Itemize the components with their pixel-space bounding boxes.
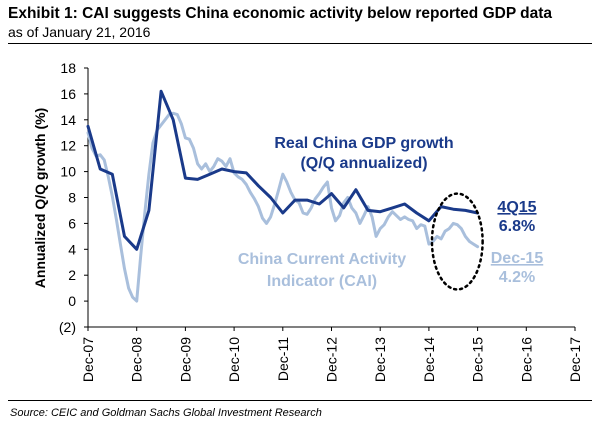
y-tick-label-8: 14 (60, 112, 76, 128)
x-tick-label-10: Dec-17 (567, 337, 583, 382)
cai-line (86, 111, 480, 303)
exhibit-title: Exhibit 1: CAI suggests China economic a… (8, 5, 553, 22)
highlight-ellipse (430, 192, 484, 291)
y-tick-label-4: 6 (68, 215, 76, 231)
gdp-series-label-line2: (Q/Q annualized) (300, 155, 427, 172)
cai-latest-period-label: Dec-15 (491, 250, 544, 267)
top-rule (8, 43, 592, 44)
cai-series-label-line2: Indicator (CAI) (267, 273, 377, 290)
axes: (2) 0 2 4 6 8 10 12 14 16 18 Dec-07 Dec-08 Dec-09 Dec-… (59, 60, 583, 382)
bottom-rule (8, 400, 592, 401)
x-tick-label-2: Dec-09 (177, 337, 193, 382)
x-tick-label-7: Dec-14 (421, 337, 437, 382)
y-tick-label-2: 2 (68, 267, 76, 283)
y-tick-label-3: 4 (68, 241, 76, 257)
gdp-line (86, 89, 480, 251)
cai-series-label-line1: China Current Activity (238, 251, 406, 268)
x-tick-label-5: Dec-12 (324, 337, 340, 382)
y-axis-label: Annualized Q/Q growth (%) (32, 108, 48, 288)
series-lines (86, 89, 484, 303)
exhibit-subtitle: as of January 21, 2016 (8, 24, 151, 40)
annotations: Real China GDP growth (Q/Q annualized) C… (32, 108, 543, 290)
x-tick-label-9: Dec-16 (518, 337, 534, 382)
gdp-latest-period-label: 4Q15 (497, 199, 536, 216)
y-tick-label-0: (2) (59, 319, 76, 335)
x-tick-label-4: Dec-11 (275, 337, 291, 381)
y-tick-label-6: 10 (60, 164, 76, 180)
x-tick-label-0: Dec-07 (80, 337, 96, 382)
y-tick-label-10: 18 (60, 60, 76, 76)
y-tick-label-9: 16 (60, 86, 76, 102)
y-tick-label-7: 12 (60, 138, 76, 154)
x-tick-label-3: Dec-10 (226, 337, 242, 382)
x-tick-label-6: Dec-13 (372, 337, 388, 382)
y-tick-label-1: 0 (68, 293, 76, 309)
x-tick-label-8: Dec-15 (470, 337, 486, 382)
gdp-latest-value-label: 6.8% (499, 218, 535, 235)
x-tick-label-1: Dec-08 (129, 337, 145, 382)
gdp-series-label-line1: Real China GDP growth (274, 135, 453, 152)
source-note: Source: CEIC and Goldman Sachs Global In… (10, 407, 322, 419)
y-tick-label-5: 8 (68, 190, 76, 206)
cai-latest-value-label: 4.2% (499, 269, 535, 286)
